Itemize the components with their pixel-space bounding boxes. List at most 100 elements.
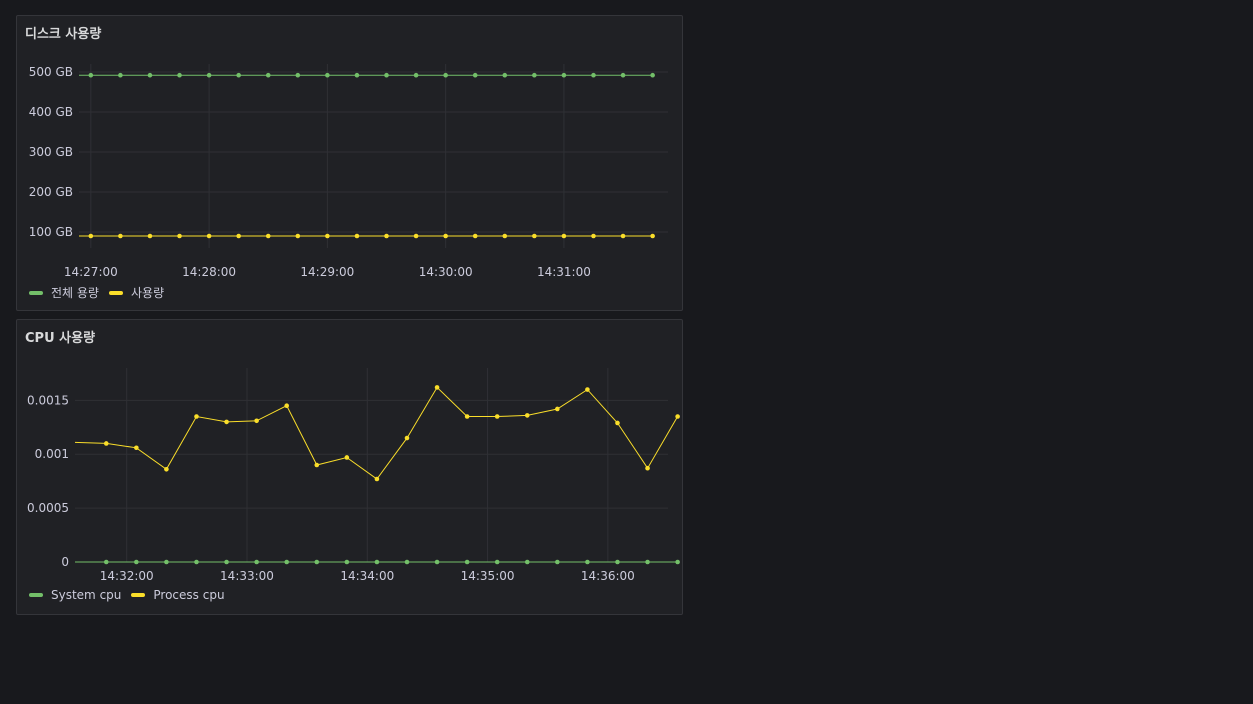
data-point [295,233,301,239]
x-tick-label: 14:32:00 [100,569,154,583]
series-line [74,386,679,480]
data-point [650,72,655,78]
data-point [645,465,650,471]
data-point [434,559,440,565]
data-point [206,233,212,239]
data-point [325,72,330,78]
data-point [236,233,241,239]
disk-usage-panel: 디스크 사용량 100 GB 200 GB 300 GB 400 GB 500 GB 14… [16,15,683,311]
data-point [585,387,590,392]
data-point [561,233,567,239]
data-point [325,233,330,239]
data-point [384,72,389,78]
data-point [134,559,139,565]
legend: System cpu Process cpu [29,588,235,602]
data-point [118,72,123,78]
data-point [374,476,380,482]
data-point [103,441,109,446]
y-tick-label: 400 GB [29,105,73,119]
data-point [555,559,560,565]
x-tick-label: 14:27:00 [64,265,118,279]
data-point [494,414,500,419]
x-tick-label: 14:29:00 [300,265,354,279]
legend-item-used[interactable]: 사용량 [108,284,165,301]
y-tick-label: 0.001 [35,447,69,461]
data-point [206,72,212,78]
cpu-usage-chart: 0 0.0005 0.001 0.0015 14:32:00 14:33:00 14:34:… [27,368,680,583]
legend-item-process-cpu[interactable]: Process cpu [131,588,225,602]
data-point [620,233,626,239]
data-point [591,72,596,78]
data-point [265,72,271,78]
data-point [103,559,109,565]
data-point [164,467,169,472]
y-tick-label: 300 GB [29,145,73,159]
legend-item-system-cpu[interactable]: System cpu [29,588,121,602]
legend-label: 사용량 [130,286,165,300]
y-tick-label: 0.0015 [27,393,69,407]
data-point [344,559,350,565]
data-point [88,233,94,239]
data-point [502,72,508,78]
data-point [254,559,259,565]
data-point [532,72,537,78]
data-point [524,559,530,565]
data-point [164,559,169,565]
data-point [295,72,301,78]
data-point [615,420,620,426]
data-point [620,72,626,78]
legend-item-total[interactable]: 전체 용량 [29,284,99,301]
data-point [434,385,440,390]
data-point [224,419,229,425]
disk-usage-chart: 100 GB 200 GB 300 GB 400 GB 500 GB 14:27:00 14… [29,64,668,279]
data-point [177,72,182,78]
data-point [494,559,500,565]
data-point [443,233,448,239]
data-point [675,559,680,565]
panel-title: 디스크 사용량 [25,27,102,42]
data-point [374,559,380,565]
data-point [354,233,360,239]
data-point [404,559,410,565]
x-tick-label: 14:34:00 [340,569,394,583]
data-point [354,72,360,78]
data-point [134,445,139,451]
legend-swatch [29,593,43,597]
data-point [524,413,530,418]
x-tick-label: 14:35:00 [461,569,515,583]
x-tick-label: 14:31:00 [537,265,591,279]
data-point [464,414,470,419]
data-point [555,406,560,412]
legend-swatch [29,290,43,295]
y-tick-label: 500 GB [29,65,73,79]
data-point [615,559,620,565]
data-point [413,233,419,239]
data-point [561,72,567,78]
data-point [675,414,680,419]
data-point [591,233,596,239]
data-point [384,233,389,239]
data-point [344,455,350,460]
data-point [645,559,650,565]
x-tick-label: 14:30:00 [419,265,473,279]
data-point [147,233,153,239]
legend-label: System cpu [51,588,122,602]
data-point [314,462,320,468]
y-tick-label: 200 GB [29,185,73,199]
data-point [118,233,123,239]
x-tick-label: 14:28:00 [182,265,236,279]
data-point [650,233,655,239]
data-point [224,559,229,565]
data-point [194,414,199,419]
data-point [585,559,590,565]
legend-swatch [131,593,146,597]
data-point [413,72,419,78]
data-point [472,233,478,239]
x-tick-label: 14:36:00 [581,569,635,583]
y-tick-label: 0.0005 [27,501,69,515]
data-point [236,72,241,78]
data-point [284,403,289,409]
x-tick-label: 14:33:00 [220,569,274,583]
panel-title: CPU 사용량 [25,331,96,346]
data-point [284,559,289,565]
